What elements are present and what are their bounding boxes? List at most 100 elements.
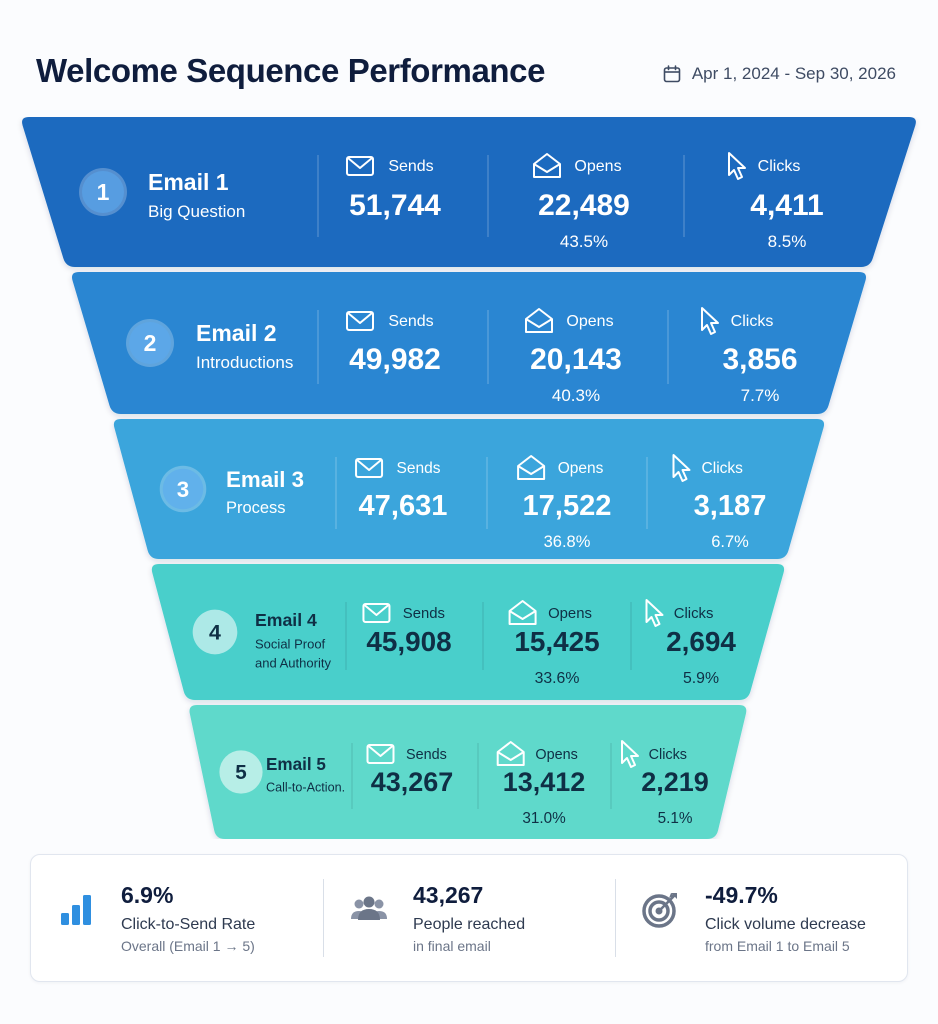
funnel-chart: 1 Email 1 Big Question Sends 51,744 Opens 22,4… (22, 117, 916, 839)
opens-value: 22,489 (538, 189, 630, 222)
stage-name: Email 3 (226, 467, 304, 492)
sends-label: Sends (403, 606, 445, 622)
envelope-icon (362, 603, 391, 623)
summary-value: 43,267 (413, 882, 484, 908)
click-rate: 5.9% (683, 670, 719, 687)
envelope-icon (346, 156, 374, 176)
open-rate: 33.6% (535, 670, 580, 687)
summary-click-decrease: -49.7% Click volume decrease from Email … (615, 855, 907, 981)
people-icon (351, 896, 387, 920)
envelope-icon (355, 458, 384, 478)
funnel-stage-shape (189, 705, 747, 839)
sends-label: Sends (388, 158, 433, 175)
funnel-stage-4: 4 Email 4 Social Proof and Authority Sends 45… (151, 564, 785, 700)
sends-label: Sends (406, 747, 447, 763)
sends-value: 51,744 (349, 189, 441, 222)
stage-subtitle: and Authority (255, 655, 331, 670)
stage-number: 5 (235, 761, 247, 784)
cursor-icon (645, 599, 664, 627)
stage-number: 2 (144, 330, 157, 356)
click-rate: 8.5% (768, 232, 807, 251)
stage-number: 3 (177, 477, 189, 502)
clicks-value: 3,856 (722, 343, 797, 376)
clicks-value: 3,187 (694, 490, 767, 522)
click-rate: 5.1% (658, 810, 693, 827)
page-title: Welcome Sequence Performance (36, 52, 546, 89)
stage-number-badge-inner (82, 171, 124, 213)
stage-number: 4 (209, 620, 221, 644)
summary-people-reached: 43,267 People reached in final email (323, 855, 615, 981)
stage-subtitle: Call-to-Action. (266, 781, 345, 795)
clicks-label: Clicks (731, 313, 774, 330)
open-rate: 31.0% (522, 810, 566, 827)
click-rate: 6.7% (711, 533, 749, 551)
funnel-stage-1: 1 Email 1 Big Question Sends 51,744 Opens 22,4… (22, 117, 916, 267)
opens-value: 13,412 (503, 767, 586, 797)
sends-value: 47,631 (359, 490, 448, 522)
stage-name: Email 5 (266, 755, 326, 774)
open-rate: 43.5% (560, 232, 608, 251)
stage-number-badge (219, 750, 263, 794)
summary-label: People reached (413, 916, 526, 933)
open-envelope-icon (508, 600, 537, 625)
open-envelope-icon (517, 455, 546, 480)
clicks-value: 2,219 (641, 767, 709, 797)
funnel-stage-5: 5 Email 5 Call-to-Action. Sends 43,267 Opens 1… (189, 705, 747, 839)
summary-label: Click volume decrease (705, 916, 866, 933)
opens-value: 15,425 (514, 626, 599, 657)
funnel-stage-shape (151, 564, 785, 700)
stage-subtitle: Process (226, 499, 286, 517)
sends-label: Sends (388, 313, 433, 330)
open-envelope-icon (496, 741, 525, 766)
clicks-value: 4,411 (750, 189, 823, 222)
opens-value: 17,522 (523, 490, 612, 522)
date-range-picker[interactable]: Apr 1, 2024 - Sep 30, 2026 (662, 64, 896, 84)
sends-label: Sends (397, 460, 441, 477)
clicks-label: Clicks (758, 158, 801, 175)
funnel-stage-shape (71, 272, 867, 414)
opens-label: Opens (535, 747, 577, 763)
summary-sub: from Email 1 to Email 5 (705, 938, 850, 954)
date-range-text: Apr 1, 2024 - Sep 30, 2026 (691, 64, 896, 83)
stage-number-badge (192, 609, 238, 655)
stage-name: Email 4 (255, 610, 317, 630)
envelope-icon (366, 744, 395, 764)
target-icon (642, 893, 677, 928)
summary-click-rate: 6.9% Click-to-Send Rate Overall (Email 1… (31, 855, 323, 981)
sends-value: 49,982 (349, 343, 441, 376)
cursor-icon (701, 307, 719, 335)
open-envelope-icon (525, 308, 553, 333)
opens-label: Opens (548, 606, 592, 622)
clicks-value: 2,694 (666, 626, 736, 657)
summary-label: Click-to-Send Rate (121, 916, 256, 933)
open-envelope-icon (533, 153, 561, 178)
funnel-stage-shape (113, 419, 825, 559)
stage-subtitle: Big Question (148, 202, 245, 221)
stage-name: Email 1 (148, 169, 229, 195)
clicks-label: Clicks (649, 747, 687, 763)
funnel-stage-2: 2 Email 2 Introductions Sends 49,982 Opens 20,… (71, 272, 867, 414)
summary-panel: 6.9% Click-to-Send Rate Overall (Email 1… (30, 854, 908, 982)
cursor-icon (672, 454, 691, 482)
opens-label: Opens (558, 460, 604, 477)
stage-subtitle: Social Proof (255, 636, 326, 651)
cursor-icon (621, 740, 639, 768)
stage-number: 1 (97, 179, 110, 205)
opens-label: Opens (574, 158, 621, 175)
opens-label: Opens (566, 313, 613, 330)
clicks-label: Clicks (674, 606, 714, 622)
click-rate: 7.7% (741, 386, 780, 405)
funnel-stage-shape (22, 117, 916, 267)
summary-sub: in final email (413, 938, 491, 954)
sends-value: 45,908 (366, 626, 451, 657)
funnel-stage-3: 3 Email 3 Process Sends 47,631 Opens 17,522 36.… (113, 419, 825, 559)
stage-number-badge-inner (162, 468, 204, 510)
clicks-label: Clicks (702, 460, 744, 477)
bar-chart-icon (61, 895, 91, 925)
summary-value: -49.7% (705, 882, 778, 908)
stage-number-badge-inner (129, 322, 171, 364)
envelope-icon (346, 311, 374, 331)
open-rate: 36.8% (544, 533, 591, 551)
stage-subtitle: Introductions (196, 353, 293, 372)
stage-name: Email 2 (196, 320, 277, 346)
